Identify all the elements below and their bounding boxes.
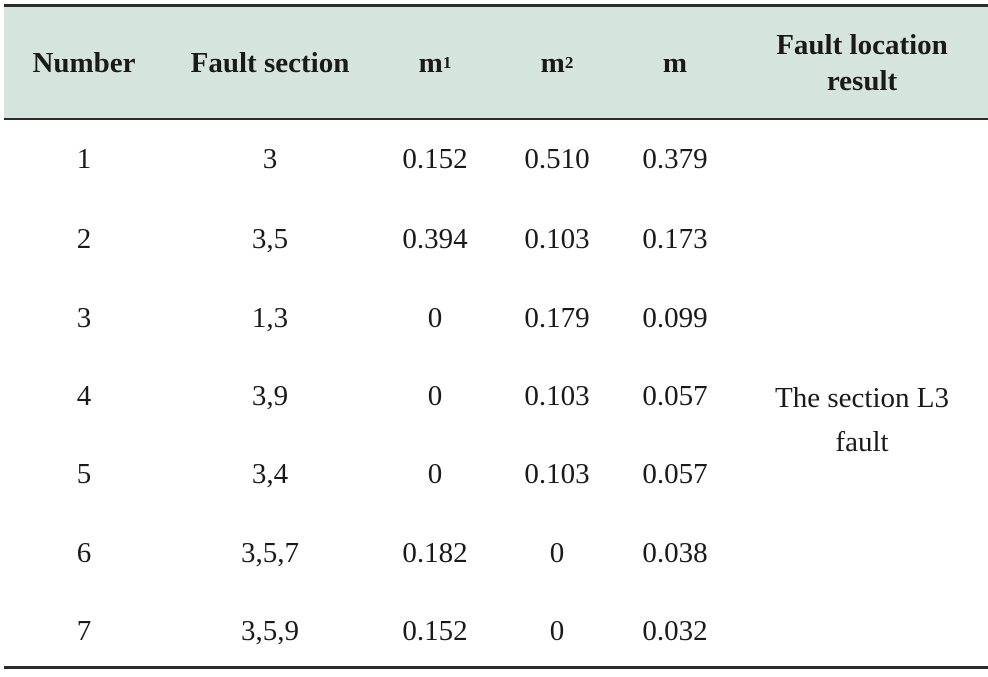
table-top-rule — [4, 4, 988, 7]
cell-m2: 0.179 — [524, 301, 590, 334]
cell-m: 0.379 — [642, 142, 708, 175]
cell-number: 2 — [76, 222, 92, 255]
cell-number: 1 — [76, 142, 92, 175]
header-fault-location-result: Fault location result — [776, 28, 948, 97]
cell-fault-section: 3,4 — [251, 457, 289, 490]
cell-m: 0.099 — [642, 301, 708, 334]
cell-m1: 0.182 — [402, 536, 468, 569]
fault-location-result-cell: The section L3 fault — [740, 376, 984, 466]
cell-m2: 0 — [549, 614, 565, 647]
header-number: Number — [32, 46, 136, 79]
cell-m1: 0 — [427, 379, 443, 412]
cell-m2: 0.103 — [524, 222, 590, 255]
cell-fault-section: 1,3 — [251, 301, 289, 334]
cell-fault-section: 3,9 — [251, 379, 289, 412]
cell-m1: 0.152 — [402, 142, 468, 175]
table-header-rule — [4, 118, 988, 120]
header-m1-base: m — [418, 46, 443, 79]
cell-number: 4 — [76, 379, 92, 412]
cell-m2: 0 — [549, 536, 565, 569]
cell-m: 0.057 — [642, 457, 708, 490]
result-line-1: The section L3 — [775, 382, 949, 414]
cell-number: 7 — [76, 614, 92, 647]
cell-number: 5 — [76, 457, 92, 490]
cell-m2: 0.103 — [524, 457, 590, 490]
cell-m: 0.032 — [642, 614, 708, 647]
cell-m1: 0.152 — [402, 614, 468, 647]
cell-m1: 0.394 — [402, 222, 468, 255]
cell-fault-section: 3,5,7 — [241, 536, 299, 569]
cell-fault-section: 3 — [262, 142, 278, 175]
cell-m2: 0.510 — [524, 142, 590, 175]
result-line-2: fault — [835, 426, 889, 458]
header-m: m — [662, 46, 688, 79]
cell-m1: 0 — [427, 457, 443, 490]
table-header-background — [4, 7, 988, 118]
cell-fault-section: 3,5,9 — [241, 614, 299, 647]
table-bottom-rule — [4, 666, 988, 669]
cell-m: 0.057 — [642, 379, 708, 412]
cell-m1: 0 — [427, 301, 443, 334]
header-fault-section: Fault section — [190, 46, 350, 79]
cell-m: 0.038 — [642, 536, 708, 569]
cell-number: 6 — [76, 536, 92, 569]
cell-m2: 0.103 — [524, 379, 590, 412]
cell-m: 0.173 — [642, 222, 708, 255]
header-m2-base: m — [540, 46, 565, 79]
cell-fault-section: 3,5 — [251, 222, 289, 255]
cell-number: 3 — [76, 301, 92, 334]
